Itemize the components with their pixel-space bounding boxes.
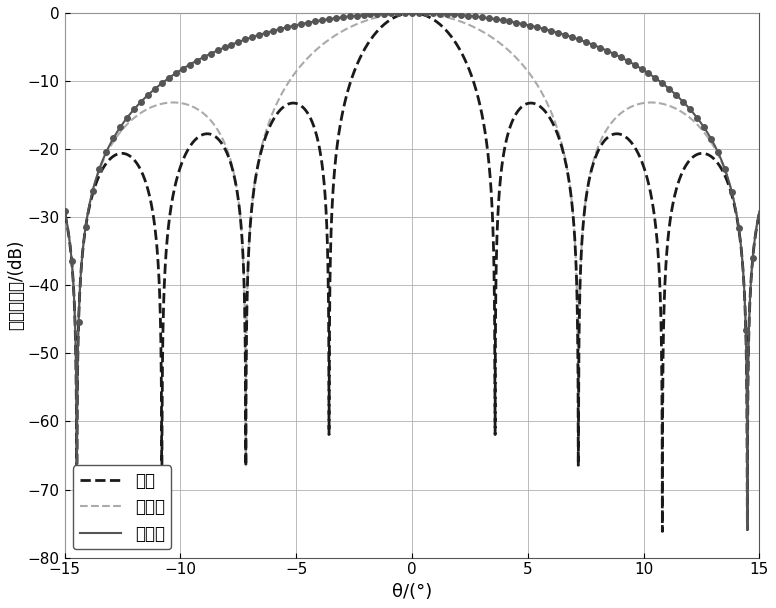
- 改进后: [72, 526, 81, 533]
- 静态: [327, 221, 336, 229]
- 改进前: [357, 12, 366, 19]
- 改进前: [327, 15, 336, 22]
- 改进后: [357, 19, 366, 26]
- 改进后: [181, 100, 190, 108]
- 静态: [407, 9, 417, 16]
- 改进前: [60, 207, 69, 215]
- 改进前: [181, 63, 190, 71]
- 改进后: [327, 34, 336, 41]
- 改进后: [742, 347, 751, 354]
- 改进前: [140, 95, 149, 102]
- 静态: [60, 209, 69, 216]
- 改进前: [407, 9, 417, 16]
- 改进后: [667, 103, 676, 110]
- 改进后: [755, 208, 764, 215]
- Line: 静态: 静态: [64, 13, 760, 531]
- 静态: [181, 151, 190, 158]
- 改进后: [407, 9, 417, 16]
- 静态: [357, 51, 366, 58]
- 静态: [742, 347, 751, 354]
- 静态: [139, 174, 148, 181]
- 改进后: [60, 208, 69, 215]
- 改进前: [667, 87, 676, 94]
- Legend: 静态, 改进后, 改进前: 静态, 改进后, 改进前: [73, 465, 171, 549]
- 静态: [755, 209, 764, 216]
- 改进前: [755, 207, 764, 215]
- 改进前: [742, 347, 751, 354]
- Y-axis label: 方向图增益/(dB): 方向图增益/(dB): [7, 240, 25, 331]
- 静态: [667, 209, 676, 216]
- 改进后: [140, 107, 149, 114]
- Line: 改进前: 改进前: [64, 13, 760, 530]
- X-axis label: θ/(°): θ/(°): [392, 583, 432, 601]
- 改进前: [72, 526, 81, 533]
- Line: 改进后: 改进后: [64, 13, 760, 530]
- 静态: [157, 528, 166, 535]
